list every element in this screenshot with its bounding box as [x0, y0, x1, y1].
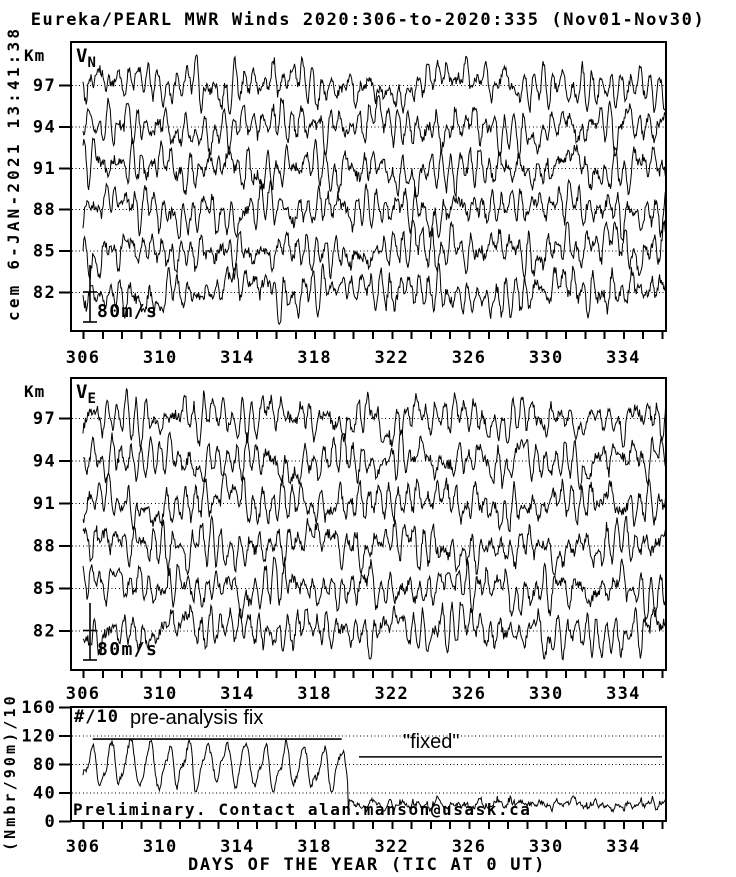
ve-trace-94km — [82, 429, 665, 490]
vn-trace-88km — [82, 178, 665, 242]
ve-xlabel-322: 322 — [374, 684, 409, 704]
page-title: Eureka/PEARL MWR Winds 2020:306-to-2020:… — [30, 10, 706, 30]
vn-ylabel-85: 85 — [33, 242, 56, 262]
vn-xlabel-334: 334 — [606, 348, 641, 368]
vn-km-unit: Km — [24, 46, 46, 65]
ve-trace-97km — [82, 387, 665, 448]
count-xlabel-314: 314 — [220, 837, 255, 857]
vn-label-main: V — [76, 45, 88, 67]
ve-trace-88km — [82, 514, 665, 577]
ve-trace-85km — [82, 556, 665, 620]
ve-scalebar-label: 80m/s — [97, 639, 159, 660]
count-panel-label: #/10 — [74, 707, 119, 727]
vn-trace-82km — [82, 262, 665, 326]
ve-frame — [70, 377, 667, 671]
ve-label-main: V — [76, 381, 88, 403]
vn-trace-97km — [82, 54, 665, 115]
ve-ylabel-91: 91 — [33, 494, 56, 514]
vn-trace-85km — [82, 219, 665, 281]
vn-xlabel-306: 306 — [66, 348, 101, 368]
vn-xlabel-310: 310 — [143, 348, 178, 368]
count-xlabel-310: 310 — [143, 837, 178, 857]
count-xlabel-322: 322 — [374, 837, 409, 857]
vn-label-sub: N — [87, 55, 96, 71]
ve-km-unit: Km — [24, 382, 46, 401]
timestamp-stamp: cem 6-JAN-2021 13:41:38 — [4, 25, 23, 321]
ve-ylabel-88: 88 — [33, 537, 56, 557]
ve-ylabel-82: 82 — [33, 622, 56, 642]
count-ylabel-120: 120 — [21, 727, 56, 747]
count-xlabel-318: 318 — [297, 837, 332, 857]
ve-panel-label: VE — [76, 381, 96, 407]
vn-ylabel-94: 94 — [33, 117, 56, 137]
ve-label-sub: E — [87, 391, 96, 407]
ve-ylabel-85: 85 — [33, 579, 56, 599]
ve-ylabel-97: 97 — [33, 409, 56, 429]
ve-trace-82km — [82, 601, 665, 661]
vn-xlabel-322: 322 — [374, 348, 409, 368]
count-trace — [82, 738, 667, 814]
count-xlabel-306: 306 — [66, 837, 101, 857]
count-ylabel-160: 160 — [21, 698, 56, 718]
vn-xlabel-314: 314 — [220, 348, 255, 368]
vn-xlabel-330: 330 — [529, 348, 564, 368]
ve-xlabel-314: 314 — [220, 684, 255, 704]
vn-panel-label: VN — [76, 45, 96, 71]
ve-ylabel-94: 94 — [33, 452, 56, 472]
count-ylabel-80: 80 — [33, 755, 56, 775]
ve-xlabel-306: 306 — [66, 684, 101, 704]
vn-ylabel-91: 91 — [33, 159, 56, 179]
count-xlabel-326: 326 — [452, 837, 487, 857]
count-axis-label: (Nmbr/90m)/10 — [1, 693, 19, 851]
vn-panel: 97 94 91 88 85 82 306 310 314 318 322 326 330 334 — [33, 41, 667, 368]
fixed-note: "fixed" — [403, 731, 460, 753]
ve-xlabel-334: 334 — [606, 684, 641, 704]
count-ylabel-40: 40 — [33, 784, 56, 804]
vn-ylabel-88: 88 — [33, 200, 56, 220]
ve-xlabel-330: 330 — [529, 684, 564, 704]
vn-ylabel-97: 97 — [33, 76, 56, 96]
vn-trace-91km — [82, 137, 665, 199]
vn-trace-94km — [82, 94, 665, 157]
vn-ylabel-82: 82 — [33, 283, 56, 303]
count-frame — [70, 706, 667, 822]
ve-xlabel-326: 326 — [452, 684, 487, 704]
pre-analysis-fix-note: pre-analysis fix — [130, 707, 264, 729]
count-xlabel-330: 330 — [529, 837, 564, 857]
preliminary-contact: Preliminary. Contact alan.manson@usask.c… — [73, 800, 532, 819]
ve-panel: 97 94 91 88 85 82 306 310 314 318 322 326 330 334 — [33, 377, 667, 704]
count-panel: 160 120 80 40 0 306 310 314 318 322 326 330 334 — [21, 698, 667, 857]
vn-frame — [70, 41, 667, 332]
ve-xlabel-318: 318 — [297, 684, 332, 704]
ve-trace-91km — [82, 470, 665, 533]
vn-xlabel-318: 318 — [297, 348, 332, 368]
x-axis-title: DAYS OF THE YEAR (TIC AT 0 UT) — [187, 855, 547, 875]
count-xlabel-334: 334 — [606, 837, 641, 857]
vn-scalebar-label: 80m/s — [97, 301, 159, 322]
ve-xlabel-310: 310 — [143, 684, 178, 704]
vn-xlabel-326: 326 — [452, 348, 487, 368]
count-ylabel-0: 0 — [44, 812, 56, 832]
